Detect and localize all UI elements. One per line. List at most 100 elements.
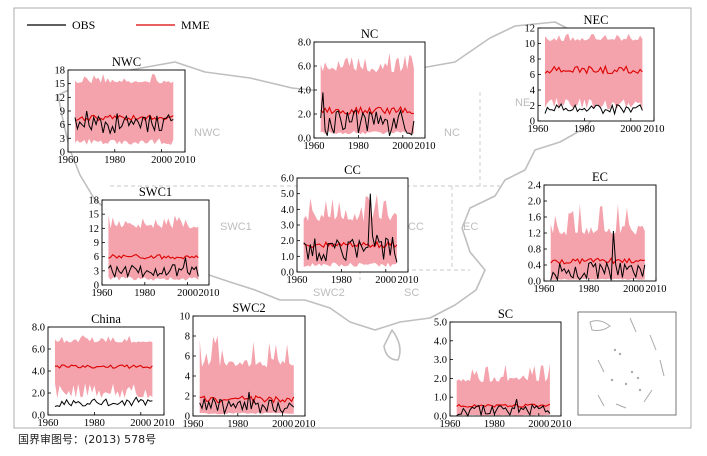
y-tick-label: 1.0 [434, 393, 447, 404]
x-tick-label: 2000 [130, 418, 151, 429]
y-tick-label: 6 [185, 352, 190, 363]
y-tick-label: 3 [60, 134, 65, 145]
mme-series-line [54, 364, 153, 369]
x-tick-label: 2000 [375, 275, 396, 286]
ensemble-range-band [456, 363, 550, 416]
y-tick-label: 0 [530, 117, 535, 128]
x-tick-label: 2010 [295, 419, 316, 430]
y-tick-label: 6 [530, 70, 535, 81]
y-tick-label: 2 [530, 101, 535, 112]
chart-panel-nwc: NWC 0 3 6 9 12 15 18 1960 1980 2000 2010 [55, 55, 196, 166]
x-tick-label: 2010 [154, 418, 175, 429]
y-tick-label: 15 [89, 210, 100, 221]
y-tick-label: 6.0 [32, 345, 45, 356]
y-tick-label: 18 [55, 66, 66, 77]
panel-title: China [91, 312, 121, 326]
panel-title: SWC2 [232, 301, 265, 315]
y-tick-label: 8.0 [32, 323, 45, 334]
y-tick-label: 0.0 [434, 412, 447, 423]
y-tick-label: 2 [185, 392, 190, 403]
y-tick-label: 0 [60, 148, 65, 159]
x-tick-label: 1980 [574, 124, 595, 135]
x-tick-label: 1980 [227, 419, 248, 430]
x-tick-label: 2000 [623, 284, 644, 295]
y-tick-label: 5.0 [434, 318, 447, 329]
ensemble-range-band [108, 214, 199, 281]
y-tick-label: 0 [94, 281, 99, 292]
y-tick-label: 4 [185, 372, 191, 383]
x-tick-label: 1960 [183, 419, 204, 430]
y-tick-label: 12 [55, 93, 66, 104]
y-tick-label: 4.0 [32, 367, 45, 378]
y-tick-label: 5.0 [281, 189, 294, 200]
obs-series-line [456, 398, 551, 418]
legend-obs-label: OBS [72, 18, 95, 32]
y-tick-label: 2.4 [528, 181, 542, 192]
plot-frame [192, 315, 306, 417]
obs-series-line [199, 391, 295, 416]
x-tick-label: 1960 [38, 418, 59, 429]
y-tick-label: 3.0 [281, 221, 294, 232]
mme-series-line [199, 395, 295, 404]
mme-series-line [108, 253, 199, 260]
ensemble-range-band [199, 335, 294, 415]
y-tick-label: 3 [94, 266, 99, 277]
x-tick-label: 1960 [304, 141, 325, 152]
panel-title: EC [592, 170, 608, 184]
map-approval-annotation: 国界审图号：(2013) 578号 [18, 433, 157, 446]
chart-panel-china: China 0.0 2.0 4.0 6.0 8.0 1960 1980 2000 2010 [32, 312, 175, 429]
plot-frame [449, 321, 562, 417]
y-tick-label: 0.0 [32, 411, 45, 422]
chart-panel-swc1: SWC1 0 3 6 9 12 15 18 1960 1980 2000 2010 [89, 185, 220, 299]
x-tick-label: 1980 [84, 418, 105, 429]
y-tick-label: 9 [94, 238, 99, 249]
x-tick-label: 2010 [175, 155, 196, 166]
y-tick-label: 2.0 [528, 197, 541, 208]
y-tick-label: 4.0 [298, 86, 311, 97]
region-label-group: NWC NC NE SWC1 CC EC SWC2 SC [194, 97, 530, 299]
y-tick-label: 10 [525, 39, 536, 50]
chart-panel-ec: EC 0.0 0.4 0.8 1.2 1.6 2.0 2.4 1960 1980 2000 2010 [528, 170, 667, 295]
x-tick-label: 1980 [104, 155, 125, 166]
obs-series-line [74, 110, 174, 135]
y-tick-label: 1.6 [528, 213, 541, 224]
x-tick-label: 2010 [415, 141, 436, 152]
y-tick-label: 12 [89, 224, 100, 235]
figure-frame [13, 7, 692, 429]
y-tick-label: 6.0 [281, 174, 294, 185]
x-tick-label: 1960 [440, 419, 461, 430]
region-label-ne: NE [515, 97, 530, 109]
region-label-swc2: SWC2 [313, 287, 345, 299]
panel-title: SC [498, 307, 513, 321]
y-tick-label: 2.0 [32, 389, 45, 400]
y-tick-label: 0.4 [528, 261, 542, 272]
chart-panel-swc2: SWC2 0 2 4 6 8 10 1960 1980 2000 2010 [180, 301, 316, 430]
y-tick-label: 0.0 [298, 134, 311, 145]
y-tick-label: 8.0 [298, 38, 311, 49]
x-tick-label: 2010 [646, 284, 667, 295]
chart-panel-nc: NC 0.0 2.0 4.0 6.0 8.0 1960 1980 2000 2010 [298, 27, 436, 152]
south-china-sea-inset [577, 311, 677, 416]
y-tick-label: 3.0 [434, 355, 447, 366]
obs-series-line [320, 92, 415, 136]
y-tick-label: 6 [60, 120, 65, 131]
ensemble-range-band [75, 74, 174, 145]
y-tick-label: 4.0 [281, 205, 294, 216]
y-tick-label: 4.0 [434, 336, 447, 347]
mme-series-line [74, 114, 174, 122]
y-tick-label: 2.0 [434, 374, 447, 385]
y-tick-label: 15 [55, 79, 66, 90]
region-label-nc: NC [444, 127, 460, 139]
x-tick-label: 1980 [578, 284, 599, 295]
region-label-swc1: SWC1 [220, 221, 252, 233]
ensemble-range-band [54, 335, 153, 399]
y-tick-label: 0.0 [281, 268, 294, 279]
region-label-sc: SC [404, 287, 419, 299]
obs-series-line [54, 396, 153, 407]
y-tick-label: 0.0 [528, 277, 541, 288]
panel-title: NC [361, 27, 378, 41]
x-tick-label: 2010 [644, 124, 665, 135]
ensemble-range-band [320, 53, 414, 135]
